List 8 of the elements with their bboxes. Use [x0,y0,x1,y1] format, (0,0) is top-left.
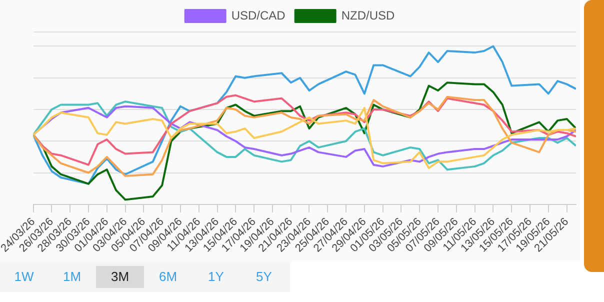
legend-label: USD/CAD [231,8,286,22]
legend-label: NZD/USD [341,8,396,22]
text: 1Y [207,268,225,286]
text: 5Y [255,268,273,286]
text: 3M [96,266,144,288]
text: 6M [158,268,178,286]
text: 1W [13,268,35,286]
text: 1M [62,268,82,286]
